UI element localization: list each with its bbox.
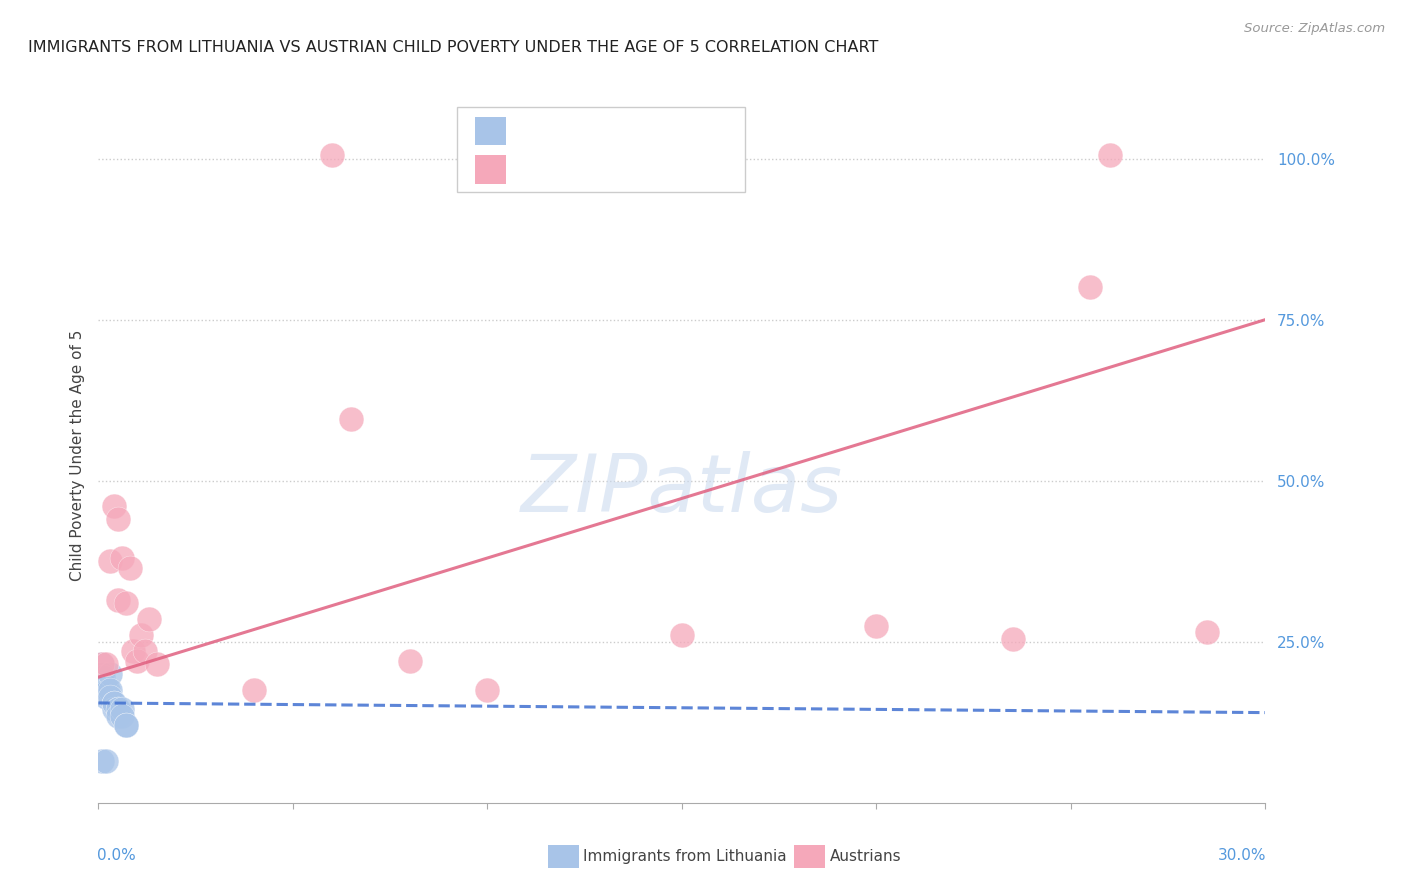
Point [98, 683, 121, 698]
Point [865, 618, 887, 632]
Point [107, 592, 129, 607]
Text: ZIPatlas: ZIPatlas [520, 450, 844, 529]
Point [98, 690, 121, 704]
Point [477, 683, 499, 698]
Point [111, 708, 134, 723]
Point [114, 718, 136, 732]
Point [1098, 148, 1121, 162]
Point [146, 657, 169, 672]
Point [321, 148, 343, 162]
Point [340, 412, 363, 426]
Point [1195, 625, 1218, 640]
Text: R =  0.499  N = 26: R = 0.499 N = 26 [515, 162, 672, 177]
Text: R = -0.041  N = 22: R = -0.041 N = 22 [515, 124, 672, 138]
Point [111, 702, 134, 716]
Point [91, 754, 114, 768]
Point [107, 702, 129, 716]
Point [91, 670, 114, 684]
Point [96, 690, 118, 704]
Point [96, 683, 118, 698]
Point [96, 754, 118, 768]
Point [243, 683, 266, 698]
Text: 30.0%: 30.0% [1218, 848, 1267, 863]
Text: Austrians: Austrians [830, 849, 901, 863]
Point [107, 708, 129, 723]
Point [90, 657, 112, 672]
Y-axis label: Child Poverty Under the Age of 5: Child Poverty Under the Age of 5 [69, 329, 84, 581]
Point [103, 696, 125, 710]
Point [107, 702, 129, 716]
Point [127, 654, 149, 668]
Point [103, 500, 125, 514]
Point [129, 628, 152, 642]
Point [114, 596, 136, 610]
Point [398, 654, 420, 668]
Point [96, 657, 118, 672]
Text: Immigrants from Lithuania: Immigrants from Lithuania [583, 849, 787, 863]
Point [98, 554, 121, 568]
Point [97, 683, 120, 698]
Text: 0.0%: 0.0% [97, 848, 136, 863]
Point [671, 628, 693, 642]
Point [114, 718, 136, 732]
Point [1001, 632, 1024, 646]
Point [93, 676, 115, 690]
Point [98, 667, 121, 681]
Point [91, 667, 114, 681]
Text: IMMIGRANTS FROM LITHUANIA VS AUSTRIAN CHILD POVERTY UNDER THE AGE OF 5 CORRELATI: IMMIGRANTS FROM LITHUANIA VS AUSTRIAN CH… [28, 40, 879, 55]
Point [91, 657, 114, 672]
Text: Source: ZipAtlas.com: Source: ZipAtlas.com [1244, 22, 1385, 36]
Point [103, 702, 125, 716]
Point [118, 560, 141, 574]
Point [1080, 280, 1102, 294]
Point [134, 644, 156, 658]
Point [107, 512, 129, 526]
Point [103, 696, 125, 710]
Point [122, 644, 145, 658]
Point [138, 612, 160, 626]
Point [111, 551, 134, 566]
